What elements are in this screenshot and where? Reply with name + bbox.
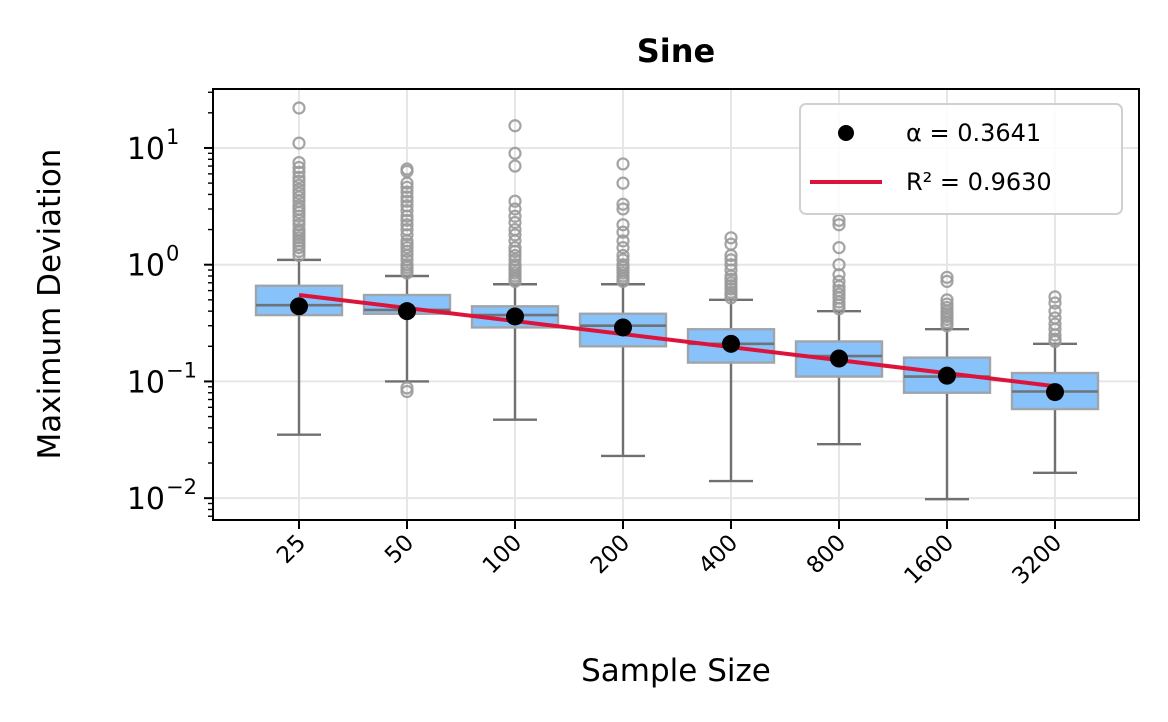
- legend-box: [799, 103, 1123, 215]
- outlier-point: [508, 248, 522, 263]
- outlier-point: [724, 253, 738, 267]
- outlier-point: [292, 174, 306, 188]
- chart-title: Sine: [637, 32, 716, 70]
- outlier-point: [508, 194, 522, 208]
- y-tick-label-exponent: −2: [166, 475, 197, 499]
- outlier-point: [832, 283, 846, 298]
- outlier-point: [400, 194, 414, 208]
- outlier-point: [292, 199, 306, 213]
- outlier-point: [400, 162, 414, 176]
- legend-alpha-label: α = 0.3641: [906, 119, 1041, 147]
- outlier-point: [832, 258, 846, 272]
- outlier-point: [508, 228, 522, 242]
- outlier-point: [940, 297, 954, 311]
- outlier-point: [508, 119, 522, 133]
- outlier-point: [400, 190, 414, 204]
- y-axis-label: Maximum Deviation: [32, 149, 68, 460]
- outlier-point: [940, 270, 954, 284]
- outlier-point: [940, 293, 954, 307]
- outlier-point: [292, 136, 306, 150]
- outlier-point: [292, 165, 306, 179]
- y-tick-label-exponent: −1: [166, 358, 197, 382]
- outlier-point: [400, 253, 414, 267]
- outlier-point: [616, 241, 630, 255]
- outlier-point: [508, 146, 522, 160]
- y-tick-label-exponent: 0: [166, 242, 179, 266]
- outlier-point: [400, 222, 414, 237]
- y-tick-label-base: 10: [127, 365, 165, 400]
- outlier-point: [616, 258, 630, 272]
- outlier-point: [508, 241, 522, 255]
- outlier-point: [1048, 317, 1062, 331]
- outlier-point: [292, 182, 306, 197]
- mean-point: [1046, 383, 1064, 402]
- mean-point: [398, 302, 416, 321]
- outlier-point: [616, 234, 630, 248]
- outlier-point: [616, 176, 630, 190]
- outlier-point: [832, 218, 846, 232]
- outlier-point: [724, 231, 738, 245]
- outlier-point: [292, 170, 306, 184]
- fit-line: [298, 293, 1056, 389]
- outlier-point: [508, 209, 522, 223]
- outlier-point: [292, 178, 306, 192]
- outlier-point: [616, 202, 630, 216]
- outlier-point: [616, 253, 630, 267]
- outlier-point: [292, 101, 306, 115]
- outlier-point: [508, 159, 522, 173]
- outlier-point: [1048, 296, 1062, 310]
- y-tick-label-base: 10: [127, 249, 165, 284]
- mean-points: [290, 297, 1064, 402]
- y-tick-label-exponent: 1: [166, 125, 179, 149]
- outlier-point: [508, 253, 522, 267]
- outlier-point: [1048, 290, 1062, 304]
- mean-point: [722, 334, 740, 353]
- legend-mean-marker: [838, 125, 854, 141]
- outlier-point: [616, 248, 630, 263]
- mean-point: [614, 318, 632, 337]
- outlier-point: [292, 160, 306, 175]
- x-axis-label: Sample Size: [581, 653, 771, 689]
- outlier-point: [832, 274, 846, 288]
- outlier-point: [508, 202, 522, 216]
- outlier-point: [400, 381, 414, 395]
- outlier-point: [400, 213, 414, 227]
- y-tick-label-base: 10: [127, 482, 165, 517]
- outliers: [292, 101, 1062, 399]
- outlier-point: [508, 222, 522, 237]
- outlier-point: [508, 258, 522, 272]
- outlier-point: [724, 237, 738, 251]
- outlier-point: [400, 204, 414, 218]
- outlier-point: [400, 258, 414, 272]
- outlier-point: [400, 218, 414, 232]
- outlier-point: [400, 180, 414, 194]
- outlier-point: [1048, 304, 1062, 318]
- outlier-point: [616, 197, 630, 211]
- mean-point: [830, 349, 848, 368]
- plot-frame: [212, 88, 1140, 521]
- outlier-point: [292, 218, 306, 232]
- mean-point: [938, 366, 956, 385]
- mean-point: [506, 307, 524, 326]
- outlier-point: [940, 274, 954, 288]
- outlier-point: [616, 218, 630, 232]
- outlier-point: [832, 241, 846, 255]
- outlier-point: [400, 199, 414, 213]
- mean-point: [290, 297, 308, 316]
- outlier-point: [292, 222, 306, 237]
- y-tick-label-base: 10: [127, 132, 165, 167]
- legend: α = 0.3641 R² = 0.9630: [799, 103, 1123, 215]
- outlier-point: [508, 215, 522, 230]
- outlier-point: [400, 185, 414, 199]
- legend-r2-label: R² = 0.9630: [906, 168, 1052, 196]
- outlier-point: [292, 155, 306, 170]
- outlier-point: [616, 157, 630, 171]
- outlier-point: [1048, 311, 1062, 325]
- outlier-point: [616, 225, 630, 239]
- outlier-point: [724, 258, 738, 272]
